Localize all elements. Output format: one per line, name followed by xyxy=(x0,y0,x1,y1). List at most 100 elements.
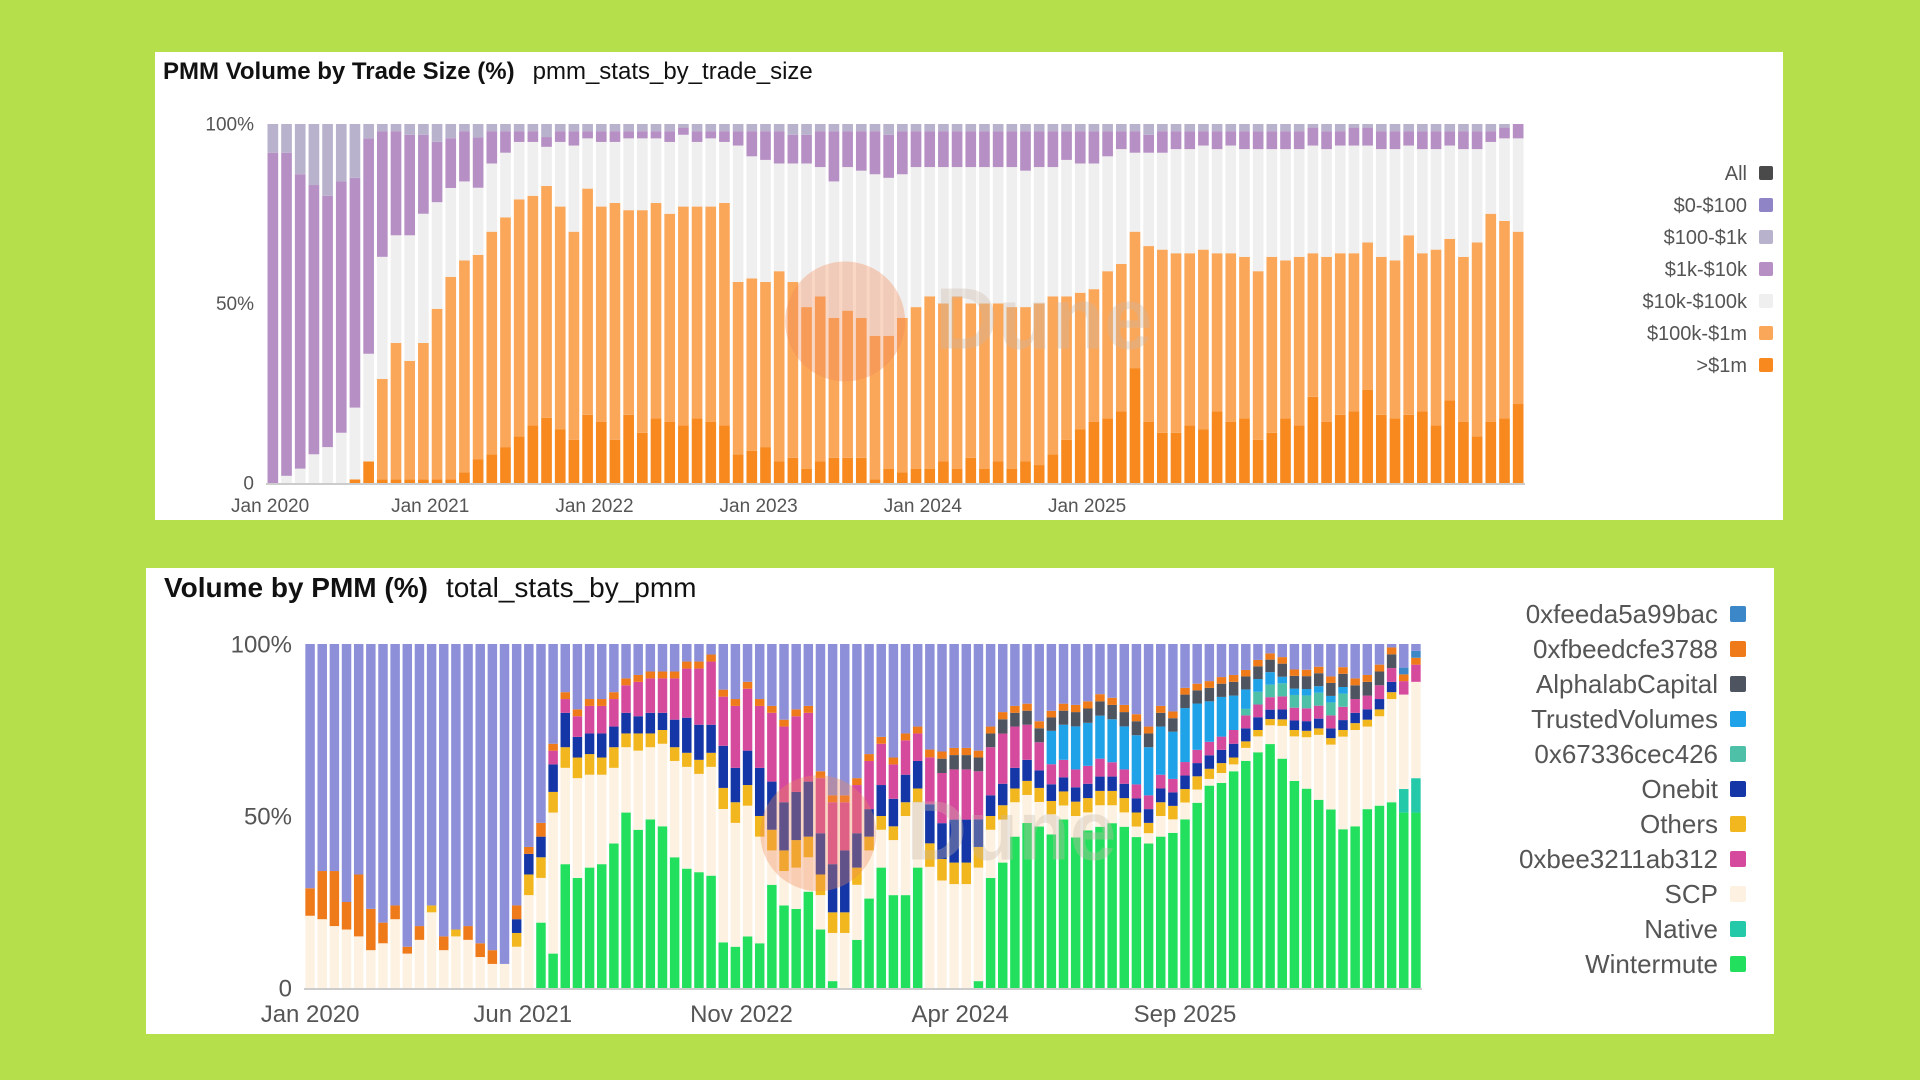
bar-segment[interactable] xyxy=(633,681,643,717)
bar-segment[interactable] xyxy=(1046,730,1057,765)
bar-segment[interactable] xyxy=(965,131,977,168)
bar-segment[interactable] xyxy=(645,678,656,713)
bar-segment[interactable] xyxy=(951,124,963,132)
bar-segment[interactable] xyxy=(1020,131,1031,171)
bar-segment[interactable] xyxy=(1280,124,1291,132)
bar-segment[interactable] xyxy=(787,163,799,282)
bar-segment[interactable] xyxy=(1058,703,1069,711)
bar-segment[interactable] xyxy=(1010,788,1020,803)
bar-segment[interactable] xyxy=(463,644,473,927)
bar-segment[interactable] xyxy=(349,124,361,178)
bar-segment[interactable] xyxy=(1277,683,1287,697)
bar-segment[interactable] xyxy=(404,124,416,135)
bar-segment[interactable] xyxy=(1033,303,1045,466)
legend-label[interactable]: 0x67336cec426 xyxy=(1534,739,1718,769)
bar-segment[interactable] xyxy=(1115,149,1127,265)
bar-segment[interactable] xyxy=(779,905,789,988)
bar-segment[interactable] xyxy=(1313,799,1324,988)
bar-segment[interactable] xyxy=(657,671,668,679)
bar-segment[interactable] xyxy=(621,812,631,988)
bar-segment[interactable] xyxy=(897,317,908,473)
bar-segment[interactable] xyxy=(335,181,347,433)
bar-segment[interactable] xyxy=(1301,676,1312,690)
bar-segment[interactable] xyxy=(1088,421,1100,483)
bar-segment[interactable] xyxy=(572,877,583,988)
bar-segment[interactable] xyxy=(1168,711,1178,719)
bar-segment[interactable] xyxy=(924,468,936,483)
bar-segment[interactable] xyxy=(1417,253,1428,412)
bar-segment[interactable] xyxy=(621,733,631,748)
bar-segment[interactable] xyxy=(730,705,741,768)
bar-segment[interactable] xyxy=(1239,124,1250,132)
bar-segment[interactable] xyxy=(746,156,758,279)
bar-segment[interactable] xyxy=(1241,741,1251,748)
bar-segment[interactable] xyxy=(1204,785,1215,988)
bar-segment[interactable] xyxy=(985,726,996,734)
bar-segment[interactable] xyxy=(1070,704,1081,713)
bar-segment[interactable] xyxy=(511,905,522,920)
bar-segment[interactable] xyxy=(664,213,676,422)
bar-segment[interactable] xyxy=(572,716,583,737)
bar-segment[interactable] xyxy=(1512,138,1524,232)
bar-segment[interactable] xyxy=(937,751,947,759)
bar-segment[interactable] xyxy=(1326,744,1336,810)
bar-segment[interactable] xyxy=(1386,644,1397,648)
bar-segment[interactable] xyxy=(767,829,777,851)
bar-segment[interactable] xyxy=(779,850,789,872)
bar-segment[interactable] xyxy=(706,644,716,655)
bar-segment[interactable] xyxy=(560,747,571,768)
bar-segment[interactable] xyxy=(803,712,814,782)
bar-segment[interactable] xyxy=(1131,826,1142,838)
bar-segment[interactable] xyxy=(329,926,340,988)
bar-segment[interactable] xyxy=(998,783,1008,806)
bar-segment[interactable] xyxy=(1301,737,1312,789)
bar-segment[interactable] xyxy=(431,308,443,480)
bar-segment[interactable] xyxy=(1058,710,1069,725)
bar-segment[interactable] xyxy=(1338,706,1348,721)
bar-segment[interactable] xyxy=(459,260,470,473)
bar-segment[interactable] xyxy=(1252,271,1264,440)
bar-segment[interactable] xyxy=(925,804,935,844)
bar-segment[interactable] xyxy=(1192,644,1202,684)
bar-segment[interactable] xyxy=(1115,131,1127,150)
bar-segment[interactable] xyxy=(1417,149,1428,254)
bar-segment[interactable] xyxy=(1399,789,1409,813)
bar-segment[interactable] xyxy=(1131,837,1142,988)
bar-segment[interactable] xyxy=(1430,149,1442,250)
bar-segment[interactable] xyxy=(633,829,643,988)
bar-segment[interactable] xyxy=(742,688,753,751)
bar-segment[interactable] xyxy=(864,644,874,755)
bar-segment[interactable] xyxy=(584,705,595,734)
bar-segment[interactable] xyxy=(636,138,648,211)
bar-segment[interactable] xyxy=(584,699,595,706)
bar-segment[interactable] xyxy=(431,141,443,203)
bar-segment[interactable] xyxy=(998,819,1008,863)
bar-segment[interactable] xyxy=(1192,802,1202,988)
bar-segment[interactable] xyxy=(760,124,771,132)
bar-segment[interactable] xyxy=(1253,659,1263,667)
bar-segment[interactable] xyxy=(742,936,753,988)
bar-segment[interactable] xyxy=(1293,149,1305,257)
bar-segment[interactable] xyxy=(376,479,388,483)
bar-segment[interactable] xyxy=(828,131,840,182)
bar-segment[interactable] xyxy=(1430,124,1442,132)
bar-segment[interactable] xyxy=(767,850,777,885)
bar-segment[interactable] xyxy=(1241,715,1251,729)
bar-segment[interactable] xyxy=(541,124,552,138)
bar-segment[interactable] xyxy=(1313,666,1324,674)
bar-segment[interactable] xyxy=(705,206,717,422)
bar-segment[interactable] xyxy=(645,671,656,679)
bar-segment[interactable] xyxy=(1184,149,1196,254)
bar-segment[interactable] xyxy=(864,809,874,837)
bar-segment[interactable] xyxy=(1389,124,1401,132)
bar-segment[interactable] xyxy=(827,795,838,803)
bar-segment[interactable] xyxy=(803,781,814,837)
bar-segment[interactable] xyxy=(1458,421,1469,483)
bar-segment[interactable] xyxy=(1088,124,1100,132)
bar-segment[interactable] xyxy=(1403,124,1415,132)
bar-segment[interactable] xyxy=(910,131,922,168)
bar-segment[interactable] xyxy=(1155,836,1166,988)
bar-segment[interactable] xyxy=(791,716,801,792)
bar-segment[interactable] xyxy=(791,644,801,710)
bar-segment[interactable] xyxy=(1095,790,1105,806)
